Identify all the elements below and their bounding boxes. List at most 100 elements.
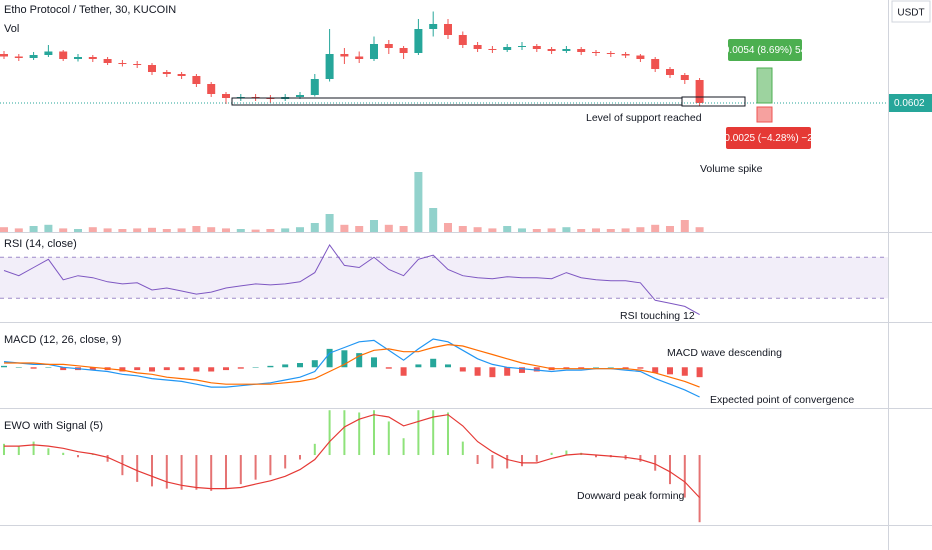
histogram-bar — [208, 367, 215, 372]
histogram-bar — [444, 364, 451, 368]
histogram-bar — [565, 450, 568, 456]
candle-body — [29, 55, 38, 58]
volume-bar — [266, 229, 275, 232]
histogram-bar — [533, 367, 540, 372]
line — [4, 414, 701, 499]
volume-bar — [177, 228, 186, 232]
histogram-bar — [313, 443, 316, 456]
candle-body — [384, 44, 393, 48]
currency-box — [891, 0, 931, 23]
histogram-bar — [402, 438, 405, 456]
histogram-bar — [432, 410, 435, 456]
histogram-bar — [136, 455, 139, 482]
rsi-title: RSI (14, close) — [4, 238, 77, 250]
currency-label: USDT — [897, 8, 924, 19]
chart-title: Etho Protocol / Tether, 30, KUCOIN — [4, 4, 176, 16]
candle-body — [591, 52, 600, 53]
histogram-bar — [637, 367, 644, 369]
histogram-bar — [639, 455, 642, 462]
candle-body — [177, 74, 186, 76]
histogram-bar — [328, 410, 331, 456]
histogram-bar — [668, 455, 671, 485]
candle-body — [577, 49, 586, 52]
histogram-bar — [372, 410, 375, 456]
annotation: Dowward peak forming — [577, 490, 685, 502]
histogram-bar — [30, 367, 37, 369]
histogram-bar — [681, 367, 688, 376]
histogram-bar — [282, 364, 289, 368]
volume-bar — [606, 229, 615, 232]
histogram-bar — [224, 455, 227, 489]
volume-bar — [44, 224, 53, 232]
candle-body — [325, 54, 334, 79]
histogram-bar — [47, 448, 50, 456]
histogram-bar — [594, 455, 597, 458]
volume-bar — [29, 226, 38, 232]
histogram-bar — [326, 348, 333, 368]
volume-bar — [14, 228, 23, 232]
volume-bar — [147, 227, 156, 232]
volume-bar — [59, 228, 68, 232]
candle-body — [414, 29, 423, 53]
histogram-bar — [491, 455, 494, 469]
histogram-bar — [222, 367, 229, 371]
histogram-bar — [296, 363, 303, 368]
candle-body — [44, 51, 53, 55]
histogram-bar — [550, 452, 553, 456]
volume-bar — [0, 227, 8, 232]
volume-bar — [192, 226, 201, 232]
histogram-bar — [178, 367, 185, 371]
histogram-bar — [17, 446, 20, 456]
volume-bar — [443, 223, 452, 232]
candle-body — [162, 72, 171, 74]
candle-body — [103, 59, 112, 63]
histogram-bar — [474, 367, 481, 376]
last-price-label: 0.0602 — [894, 98, 925, 109]
histogram-bar — [269, 455, 272, 476]
profit-label: 0.0054 (8.69%) 54 — [724, 45, 807, 56]
histogram-bar — [415, 364, 422, 368]
volume-bar — [651, 224, 660, 232]
histogram-bar — [165, 455, 168, 489]
histogram-bar — [607, 367, 614, 368]
candle-body — [133, 64, 142, 65]
candle-body — [503, 47, 512, 50]
volume-bar — [591, 228, 600, 232]
volume-bar — [665, 226, 674, 232]
candle-body — [192, 76, 201, 84]
histogram-bar — [461, 441, 464, 456]
candle-body — [310, 79, 319, 95]
annotation: RSI touching 12 — [620, 310, 695, 322]
histogram-bar — [2, 443, 5, 456]
annotation: MACD wave descending — [667, 347, 782, 359]
volume-bar — [695, 227, 704, 232]
candle-body — [562, 49, 571, 51]
histogram-bar — [180, 455, 183, 490]
volume-bar — [399, 226, 408, 232]
profit-label-box — [728, 39, 802, 61]
candle-body — [517, 46, 526, 47]
volume-bar — [562, 227, 571, 232]
histogram-bar — [60, 367, 67, 371]
ewo-title: EWO with Signal (5) — [4, 420, 103, 432]
histogram-bar — [578, 367, 585, 369]
candle-body — [443, 24, 452, 35]
histogram-bar — [622, 367, 629, 369]
histogram-bar — [89, 367, 96, 371]
volume-bar — [532, 229, 541, 232]
support-box — [681, 96, 746, 107]
volume-bar — [310, 223, 319, 232]
histogram-bar — [592, 367, 599, 368]
histogram-bar — [430, 358, 437, 368]
histogram-bar — [298, 455, 301, 460]
histogram-bar — [134, 367, 141, 371]
histogram-bar — [417, 410, 420, 456]
annotation: Level of support reached — [586, 112, 702, 124]
annotation: Volume spike — [700, 163, 763, 175]
histogram-bar — [163, 367, 170, 371]
histogram-bar — [652, 367, 659, 373]
histogram-bar — [237, 367, 244, 369]
volume-bar — [73, 229, 82, 232]
histogram-bar — [683, 455, 686, 498]
